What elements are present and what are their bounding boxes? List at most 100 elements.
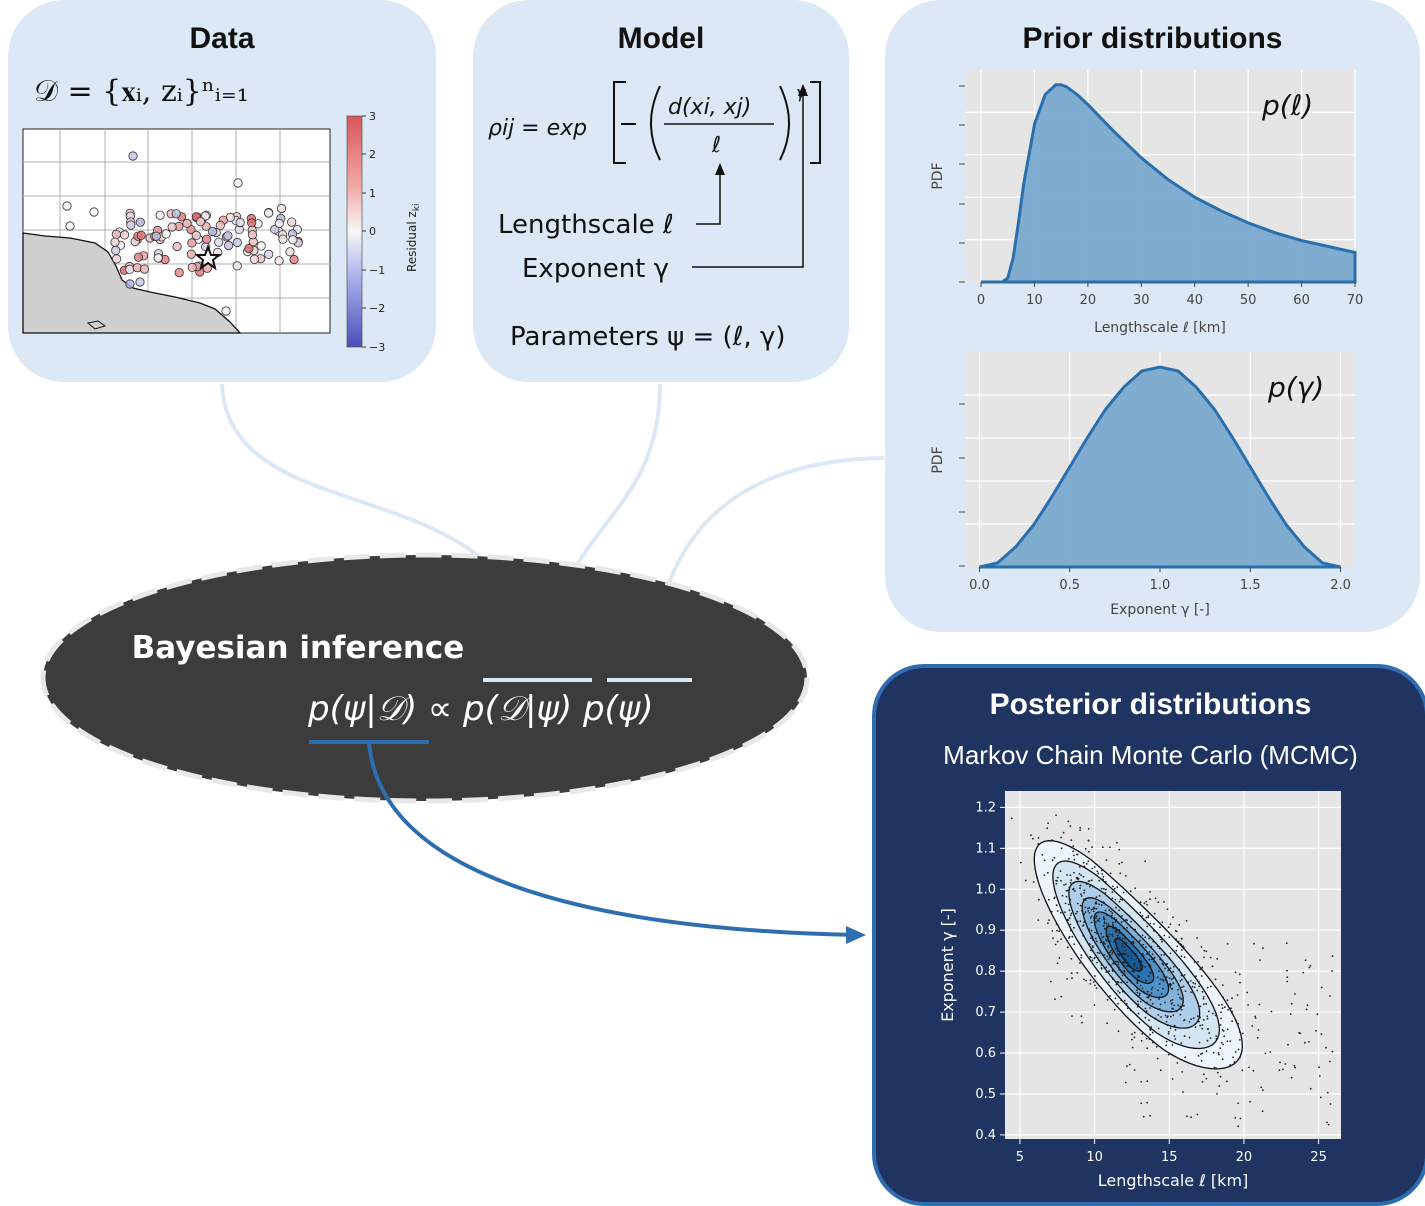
sample-point bbox=[1169, 986, 1172, 988]
map-point bbox=[126, 220, 136, 230]
sample-point bbox=[1038, 898, 1040, 901]
sample-point bbox=[1137, 976, 1140, 979]
sample-point bbox=[1091, 935, 1094, 938]
sample-point bbox=[1141, 945, 1144, 948]
map-point bbox=[171, 209, 181, 219]
sample-point bbox=[1167, 926, 1170, 929]
sample-point bbox=[1079, 962, 1081, 964]
sample-point bbox=[1047, 922, 1049, 924]
sample-point bbox=[1093, 1004, 1096, 1006]
sample-point bbox=[1113, 887, 1116, 890]
sample-point bbox=[1270, 1010, 1273, 1013]
sample-point bbox=[1197, 961, 1199, 963]
sample-point bbox=[1108, 909, 1111, 912]
sample-point bbox=[1151, 1031, 1154, 1034]
map-point bbox=[244, 243, 254, 254]
equation-frac-den: ℓ bbox=[711, 133, 721, 158]
prior-lengthscale-chart: 0 10 20 30 40 50 60 70 p(ℓ) Lengthscale ℓ [km] … bbox=[930, 70, 1363, 336]
map-point bbox=[215, 220, 225, 230]
sample-point bbox=[1232, 1056, 1234, 1059]
sample-point bbox=[1164, 967, 1166, 970]
sample-point bbox=[1181, 1071, 1184, 1073]
sample-point bbox=[1207, 1010, 1210, 1013]
sample-point bbox=[1095, 932, 1098, 935]
sample-point bbox=[1118, 991, 1121, 994]
sample-point bbox=[1116, 886, 1119, 889]
sample-point bbox=[1144, 966, 1147, 968]
sample-point bbox=[1173, 1004, 1175, 1007]
x-tick-label: 60 bbox=[1293, 293, 1310, 308]
x-tick-label: 1.5 bbox=[1240, 578, 1261, 593]
sample-point bbox=[1087, 860, 1090, 862]
sample-point bbox=[1213, 1066, 1216, 1069]
sample-point bbox=[1181, 949, 1183, 951]
sample-point bbox=[1047, 822, 1049, 825]
sample-point bbox=[1138, 934, 1141, 937]
sample-point bbox=[1262, 947, 1264, 950]
sample-point bbox=[1134, 887, 1137, 890]
sample-point bbox=[1287, 1043, 1289, 1046]
sample-point bbox=[1080, 874, 1082, 876]
sample-point bbox=[1064, 911, 1066, 914]
prior-lengthscale-ylabel: PDF bbox=[930, 162, 946, 189]
sample-point bbox=[1145, 1010, 1148, 1013]
sample-point bbox=[1239, 1117, 1242, 1120]
prior-panel-title: Prior distributions bbox=[1022, 22, 1283, 55]
sample-point bbox=[1179, 1013, 1182, 1016]
sample-point bbox=[1051, 839, 1053, 841]
sample-point bbox=[1163, 953, 1166, 956]
sample-point bbox=[1190, 1018, 1192, 1021]
sample-point bbox=[1090, 921, 1093, 924]
sample-point bbox=[1221, 1058, 1224, 1060]
sample-point bbox=[1115, 918, 1118, 921]
sample-point bbox=[1160, 1016, 1162, 1018]
sample-point bbox=[1132, 942, 1135, 944]
sample-point bbox=[1284, 1063, 1287, 1065]
sample-point bbox=[1103, 942, 1105, 945]
sample-point bbox=[1318, 1075, 1321, 1077]
sample-point bbox=[1149, 1033, 1151, 1036]
sample-point bbox=[1123, 949, 1126, 952]
sample-point bbox=[1166, 908, 1169, 911]
sample-point bbox=[1285, 942, 1288, 945]
sample-point bbox=[1118, 862, 1121, 865]
sample-point bbox=[1158, 1008, 1161, 1010]
sample-point bbox=[1115, 906, 1117, 909]
sample-point bbox=[1103, 902, 1106, 904]
sample-point bbox=[1133, 970, 1135, 973]
sample-point bbox=[1199, 1053, 1202, 1055]
sample-point bbox=[1203, 949, 1206, 952]
sample-point bbox=[1146, 1047, 1149, 1050]
sample-point bbox=[1159, 1003, 1162, 1006]
sample-point bbox=[1149, 972, 1152, 975]
sample-point bbox=[1203, 1019, 1205, 1021]
sample-point bbox=[1050, 910, 1053, 913]
sample-point bbox=[1222, 1043, 1224, 1046]
sample-point bbox=[1179, 1007, 1181, 1010]
sample-point bbox=[1113, 917, 1116, 920]
sample-point bbox=[1218, 1004, 1220, 1006]
sample-point bbox=[1165, 1020, 1168, 1023]
exponent-label: Exponent γ bbox=[522, 254, 669, 284]
sample-point bbox=[1203, 956, 1205, 959]
sample-point bbox=[1219, 1024, 1222, 1026]
map-point bbox=[153, 253, 163, 263]
sample-point bbox=[1157, 901, 1160, 903]
sample-point bbox=[1110, 949, 1112, 952]
sample-point bbox=[1100, 964, 1103, 966]
sample-point bbox=[1146, 1101, 1148, 1104]
sample-point bbox=[1181, 986, 1183, 989]
x-tick-label: 1.0 bbox=[1150, 578, 1171, 593]
sample-point bbox=[1103, 922, 1106, 925]
sample-point bbox=[1189, 980, 1192, 982]
sample-point bbox=[1252, 1069, 1255, 1072]
map-point bbox=[289, 254, 299, 265]
sample-point bbox=[1109, 964, 1112, 967]
sample-point bbox=[1111, 908, 1114, 911]
sample-point bbox=[1177, 940, 1180, 943]
sample-point bbox=[1112, 925, 1114, 927]
sample-point bbox=[1155, 1045, 1158, 1048]
sample-point bbox=[1231, 1020, 1233, 1023]
sample-point bbox=[1010, 817, 1013, 820]
sample-point bbox=[1170, 1003, 1173, 1005]
